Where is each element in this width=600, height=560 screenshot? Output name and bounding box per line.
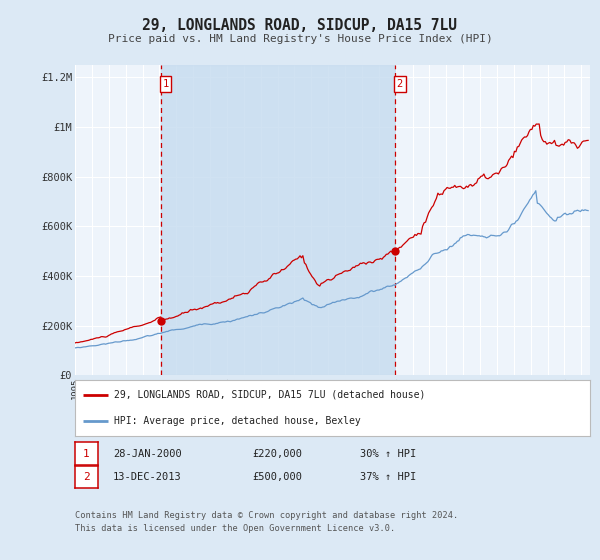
- Text: 29, LONGLANDS ROAD, SIDCUP, DA15 7LU (detached house): 29, LONGLANDS ROAD, SIDCUP, DA15 7LU (de…: [113, 390, 425, 400]
- Text: Price paid vs. HM Land Registry's House Price Index (HPI): Price paid vs. HM Land Registry's House …: [107, 34, 493, 44]
- Bar: [161, 65, 395, 375]
- Text: 2: 2: [397, 79, 403, 89]
- Text: 30% ↑ HPI: 30% ↑ HPI: [360, 449, 416, 459]
- Text: HPI: Average price, detached house, Bexley: HPI: Average price, detached house, Bexl…: [113, 416, 361, 426]
- Text: 37% ↑ HPI: 37% ↑ HPI: [360, 472, 416, 482]
- Text: £220,000: £220,000: [252, 449, 302, 459]
- Text: 28-JAN-2000: 28-JAN-2000: [113, 449, 182, 459]
- Text: 13-DEC-2013: 13-DEC-2013: [113, 472, 182, 482]
- Text: 2: 2: [83, 472, 90, 482]
- Text: 1: 1: [83, 449, 90, 459]
- Text: £500,000: £500,000: [252, 472, 302, 482]
- Text: Contains HM Land Registry data © Crown copyright and database right 2024.
This d: Contains HM Land Registry data © Crown c…: [75, 511, 458, 533]
- Text: 1: 1: [163, 79, 169, 89]
- Text: 29, LONGLANDS ROAD, SIDCUP, DA15 7LU: 29, LONGLANDS ROAD, SIDCUP, DA15 7LU: [143, 18, 458, 33]
